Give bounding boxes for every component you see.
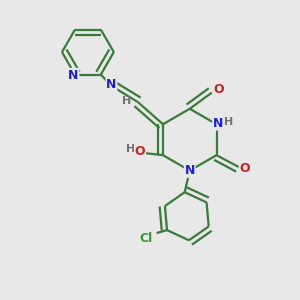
Text: H: H: [126, 144, 135, 154]
Text: H: H: [224, 117, 233, 127]
Text: O: O: [135, 145, 145, 158]
Text: N: N: [213, 117, 223, 130]
Text: N: N: [106, 78, 117, 91]
Text: O: O: [213, 83, 224, 96]
Text: Cl: Cl: [140, 232, 153, 245]
Text: N: N: [68, 69, 79, 82]
Text: N: N: [184, 164, 195, 177]
Text: O: O: [240, 162, 250, 175]
Text: H: H: [122, 96, 131, 106]
